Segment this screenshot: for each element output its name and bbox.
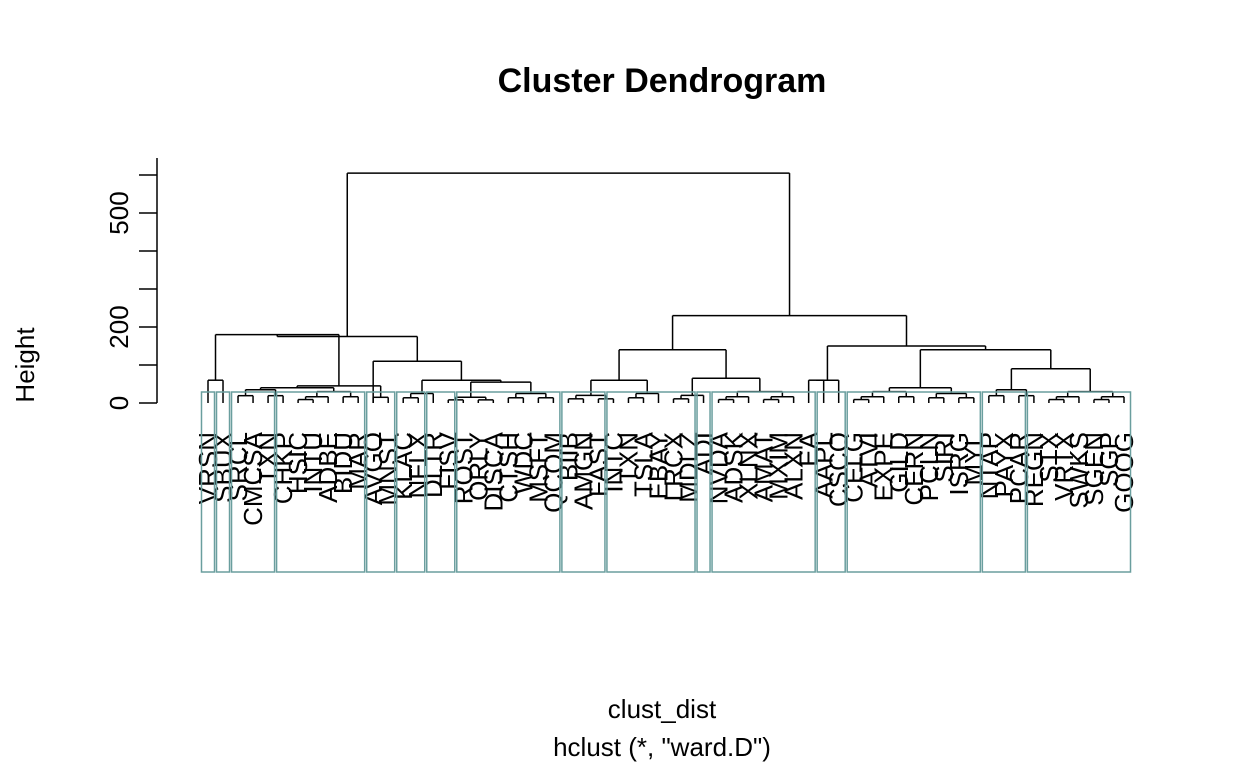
leaf-label: SBUX bbox=[208, 432, 238, 503]
leaf-label: SIRI bbox=[929, 432, 959, 483]
x-axis-sublabel: hclust (*, "ward.D") bbox=[553, 732, 771, 762]
leaf-label: SWKS bbox=[1064, 432, 1094, 509]
leaf-label: STX bbox=[1034, 432, 1064, 483]
leaf-label: EA bbox=[794, 431, 824, 466]
leaf-label: CTSH bbox=[493, 432, 523, 503]
leaf-label: INTC bbox=[598, 432, 628, 493]
leaf-label: TSLA bbox=[628, 431, 658, 497]
leaf-label: MAR bbox=[343, 432, 373, 490]
leaf-label: NVDA bbox=[704, 431, 734, 504]
leaf-label: INTU bbox=[298, 432, 328, 493]
cluster-box bbox=[1026, 391, 1132, 573]
leaf-label: FISV bbox=[433, 431, 463, 489]
leaf-label: NTAP bbox=[974, 432, 1004, 499]
leaf-label: REGN bbox=[1019, 432, 1049, 507]
cluster-box bbox=[230, 391, 276, 573]
leaf-label: MDLZ bbox=[674, 432, 704, 503]
y-tick-label: 200 bbox=[104, 305, 134, 348]
leaf-label: AMGN bbox=[568, 432, 598, 510]
leaf-label: QCOM bbox=[538, 432, 568, 513]
leaf-label: EBAY bbox=[643, 432, 673, 499]
leaf-label: EXPE bbox=[869, 432, 899, 501]
leaf-label: BIDU bbox=[328, 432, 358, 494]
y-tick-label: 500 bbox=[104, 191, 134, 234]
cluster-box bbox=[561, 391, 606, 573]
y-axis: 0 200 500 bbox=[104, 158, 158, 410]
leaf-label: CMCSA bbox=[238, 431, 268, 526]
leaf-label: GILD bbox=[884, 432, 914, 493]
leaf-label: KLAC bbox=[388, 432, 418, 500]
leaf-label: PCAR bbox=[1004, 432, 1034, 504]
cluster-box bbox=[215, 391, 231, 573]
leaf-label: AMAT bbox=[749, 432, 779, 502]
leaf-label: DLTR bbox=[418, 432, 448, 498]
cluster-box bbox=[816, 391, 846, 573]
leaf-label: VRSN bbox=[193, 432, 223, 504]
x-axis-label: clust_dist bbox=[608, 694, 717, 724]
leaf-label: ALXN bbox=[779, 432, 809, 500]
dendrogram-tree bbox=[207, 172, 1125, 403]
leaf-label: ISRG bbox=[944, 432, 974, 496]
leaf-label: ADSK bbox=[719, 431, 749, 502]
leaf-label: AAPL bbox=[809, 432, 839, 499]
cluster-box bbox=[365, 391, 396, 573]
leaf-label: DISCA bbox=[478, 431, 508, 511]
leaf-label: HSIC bbox=[283, 432, 313, 494]
leaf-label: PCLN bbox=[914, 432, 944, 501]
cluster-box bbox=[846, 391, 982, 573]
leaf-label: SGEN bbox=[1079, 432, 1109, 506]
cluster-box bbox=[696, 391, 711, 573]
leaf-label: LRCX bbox=[659, 432, 689, 501]
leaf-label: PAYX bbox=[989, 432, 1019, 498]
leaf-label: NFLX bbox=[403, 432, 433, 498]
leaf-label: XLNX bbox=[734, 432, 764, 500]
leaf-label: GOOG bbox=[1109, 432, 1139, 513]
cluster-box bbox=[711, 391, 816, 573]
cluster-box bbox=[200, 391, 216, 573]
leaf-label: FAST bbox=[583, 432, 613, 497]
leaf-label: BIIB bbox=[553, 432, 583, 481]
cluster-box bbox=[275, 391, 366, 573]
leaf-label: CELG bbox=[839, 432, 869, 503]
leaf-label: AVGO bbox=[358, 432, 388, 505]
leaf-label: SRCL bbox=[223, 432, 253, 501]
leaf-label: ROST bbox=[448, 432, 478, 504]
cluster-box bbox=[395, 391, 426, 573]
leaf-label: ADBE bbox=[313, 432, 343, 503]
leaf-label: ATVI bbox=[854, 432, 884, 488]
leaf-label: CERN bbox=[899, 432, 929, 506]
leaf-label: MSFT bbox=[523, 432, 553, 503]
leaf-label: VRTX bbox=[1049, 432, 1079, 501]
leaf-label: TXN bbox=[613, 432, 643, 484]
cluster-boxes bbox=[200, 391, 1132, 573]
leaf-label: ORLY bbox=[463, 432, 493, 501]
y-tick-label: 0 bbox=[104, 396, 134, 410]
chart-title: Cluster Dendrogram bbox=[498, 62, 827, 100]
cluster-box bbox=[456, 391, 561, 573]
leaf-label: ADI bbox=[689, 432, 719, 475]
leaf-label: MNST bbox=[373, 432, 403, 506]
leaf-label: SGP bbox=[1094, 432, 1124, 487]
leaf-label: CHKP bbox=[268, 432, 298, 504]
cluster-box bbox=[981, 391, 1027, 573]
leaf-label: MXIM bbox=[764, 432, 794, 500]
leaf-label: MYL bbox=[959, 432, 989, 485]
leaf-label: CSCO bbox=[824, 432, 854, 507]
leaf-label: WDC bbox=[508, 432, 538, 494]
y-axis-label: Height bbox=[10, 327, 40, 403]
cluster-box bbox=[425, 391, 456, 573]
leaf-labels: VRSNSBUXSRCLCMCSATXNCHKPHSICINTUADBEBIDU… bbox=[193, 431, 1139, 526]
leaf-label: TXN bbox=[253, 432, 283, 484]
cluster-box bbox=[606, 391, 696, 573]
